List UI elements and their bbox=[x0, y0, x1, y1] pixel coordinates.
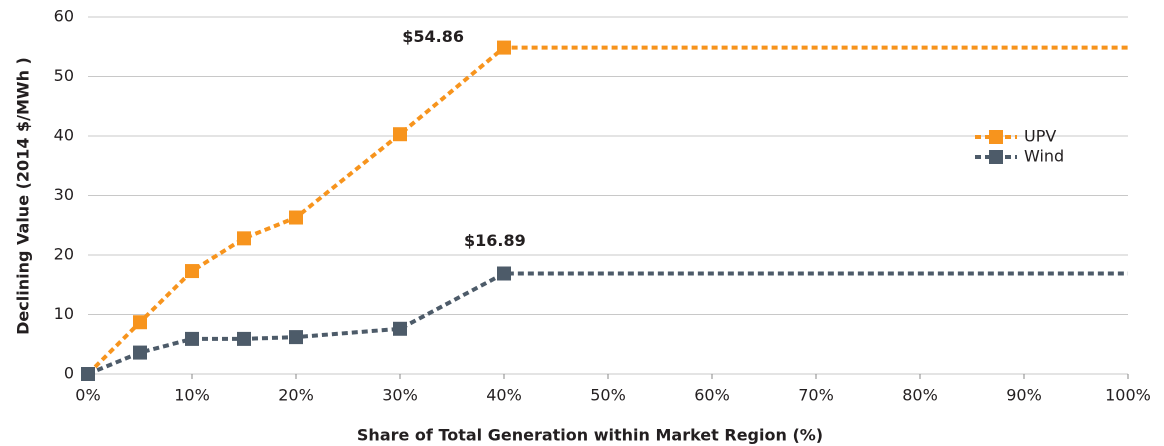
series-line bbox=[87, 271, 1128, 376]
legend-marker bbox=[989, 150, 1003, 164]
marker bbox=[185, 331, 199, 346]
marker bbox=[185, 264, 199, 279]
x-axis-label: Share of Total Generation within Market … bbox=[357, 426, 823, 445]
data-label: $54.86 bbox=[402, 27, 464, 46]
legend-marker bbox=[989, 130, 1003, 144]
marker bbox=[393, 321, 407, 336]
x-tick-label: 40% bbox=[486, 386, 522, 405]
marker bbox=[133, 345, 147, 360]
marker bbox=[497, 40, 511, 55]
y-tick-label: 60 bbox=[54, 7, 74, 26]
x-tick-label: 80% bbox=[902, 386, 938, 405]
y-axis-label: Declining Value (2014 $/MWh ) bbox=[14, 57, 33, 335]
y-tick-label: 0 bbox=[64, 364, 74, 383]
marker bbox=[289, 330, 303, 345]
y-tick-label: 40 bbox=[54, 126, 74, 145]
marker bbox=[497, 266, 511, 281]
x-tick-label: 60% bbox=[694, 386, 730, 405]
marker bbox=[81, 367, 95, 381]
x-tick-label: 100% bbox=[1105, 386, 1151, 405]
y-tick-label: 50 bbox=[54, 66, 74, 85]
marker bbox=[393, 127, 407, 142]
x-tick-label: 30% bbox=[382, 386, 418, 405]
x-tick-label: 50% bbox=[590, 386, 626, 405]
x-tick-label: 70% bbox=[798, 386, 834, 405]
x-tick-label: 10% bbox=[174, 386, 210, 405]
marker bbox=[237, 231, 251, 246]
data-label: $16.89 bbox=[464, 231, 526, 250]
marker bbox=[289, 210, 303, 225]
x-tick-label: 0% bbox=[75, 386, 100, 405]
marker bbox=[237, 331, 251, 346]
legend-label: UPV bbox=[1024, 127, 1056, 146]
y-tick-label: 10 bbox=[54, 304, 74, 323]
y-tick-label: 20 bbox=[54, 245, 74, 264]
series-line bbox=[86, 45, 1128, 376]
x-tick-label: 20% bbox=[278, 386, 314, 405]
legend-label: Wind bbox=[1024, 147, 1064, 166]
x-tick-label: 90% bbox=[1006, 386, 1042, 405]
y-tick-label: 30 bbox=[54, 185, 74, 204]
marker bbox=[133, 315, 147, 330]
